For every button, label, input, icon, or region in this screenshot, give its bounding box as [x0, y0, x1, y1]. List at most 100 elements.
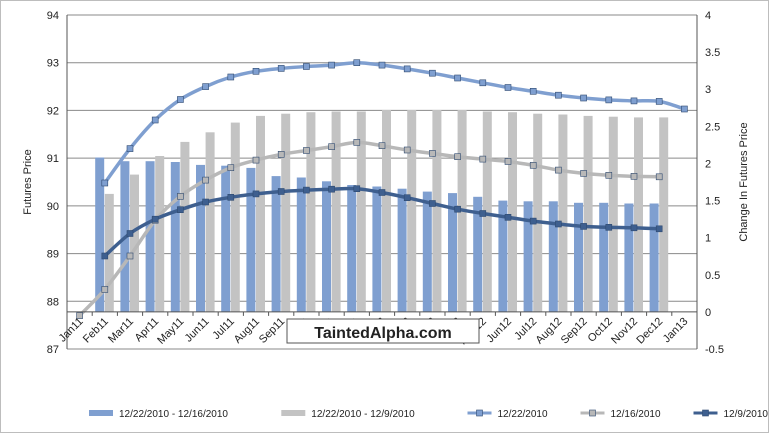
legend: 12/22/2010 - 12/16/2010 12/22/2010 - 12/9…: [89, 409, 768, 420]
bar: [356, 111, 366, 312]
bar: [523, 201, 533, 312]
series-point: [277, 151, 285, 158]
series-point: [328, 185, 335, 193]
right-tick-label: -0.5: [705, 344, 724, 356]
series-point: [529, 162, 537, 169]
bar-series-group: [95, 110, 669, 312]
series-point: [252, 190, 260, 198]
series-point: [303, 147, 310, 154]
bar: [205, 132, 215, 312]
right-tick-label: 1.5: [705, 196, 720, 208]
series-point: [101, 286, 109, 293]
bar: [558, 114, 568, 312]
series-point: [353, 59, 361, 67]
legend-label: 12/22/2010 - 12/9/2010: [311, 409, 415, 420]
series-point: [252, 156, 260, 164]
legend-marker: [702, 409, 709, 417]
bar: [306, 112, 316, 312]
series-point: [504, 84, 512, 91]
series-point: [126, 145, 134, 152]
legend-label: 12/22/2010 - 12/16/2010: [119, 409, 228, 420]
series-point: [126, 252, 134, 260]
bar: [170, 162, 180, 312]
series-point: [681, 105, 688, 113]
bar: [145, 161, 155, 312]
bar: [382, 110, 391, 312]
bar: [155, 156, 165, 312]
bar: [508, 112, 517, 312]
series-point: [328, 143, 335, 150]
series-point: [454, 205, 461, 213]
series-point: [605, 172, 613, 179]
watermark-text: TaintedAlpha.com: [314, 325, 452, 342]
series-point: [328, 61, 335, 69]
series-point: [378, 142, 386, 149]
series-point: [479, 155, 487, 163]
bar: [574, 202, 583, 312]
left-tick-label: 92: [47, 105, 59, 117]
left-tick-label: 89: [47, 249, 59, 261]
series-point: [378, 189, 386, 196]
bar: [347, 185, 357, 312]
bar: [95, 157, 105, 312]
series-point: [429, 69, 436, 77]
series-point: [76, 312, 83, 319]
right-tick-label: 3.5: [705, 47, 720, 59]
bar: [624, 203, 634, 312]
right-tick-label: 3: [705, 84, 711, 96]
series-point: [227, 194, 235, 201]
series-point: [101, 179, 109, 187]
series-point: [151, 116, 159, 124]
series-point: [454, 74, 461, 82]
series-point: [227, 73, 235, 81]
bar: [246, 167, 256, 312]
series-point: [479, 79, 487, 87]
bar: [281, 113, 291, 312]
watermark-box: [286, 318, 480, 344]
right-tick-label: 2.5: [705, 121, 720, 133]
line-series-group: [76, 59, 688, 319]
bar: [599, 202, 609, 312]
series-point: [454, 153, 461, 160]
bar: [322, 181, 331, 312]
series-point: [580, 94, 587, 102]
bar: [422, 191, 432, 312]
series-point: [429, 150, 436, 157]
series-point: [177, 96, 184, 103]
series-point: [555, 166, 562, 174]
series-point: [580, 223, 587, 230]
series-point: [655, 225, 663, 233]
bar: [482, 111, 492, 312]
legend-swatch: [281, 410, 306, 416]
left-tick-label: 93: [47, 58, 59, 70]
series-point: [605, 224, 613, 231]
series-point: [277, 65, 285, 72]
series-point: [202, 176, 209, 184]
bar: [432, 110, 442, 312]
series-point: [277, 188, 285, 195]
bar: [221, 165, 231, 312]
right-tick-label: 2: [705, 158, 711, 170]
left-tick-label: 90: [47, 201, 59, 213]
bar: [583, 115, 593, 312]
watermark: TaintedAlpha.com: [286, 318, 480, 344]
left-tick-label: 88: [47, 296, 59, 308]
series-point: [403, 65, 411, 73]
series-point: [177, 206, 184, 213]
bar: [397, 188, 407, 312]
bar: [473, 196, 483, 312]
series-point: [177, 193, 184, 200]
series-point: [378, 61, 386, 69]
series-point: [353, 139, 361, 146]
bar: [130, 174, 139, 312]
series-point: [101, 252, 109, 260]
series-point: [202, 198, 209, 206]
right-tick-label: 1: [705, 233, 711, 245]
bar: [548, 201, 558, 312]
series-point: [151, 215, 159, 223]
series-point: [529, 88, 537, 95]
legend-marker: [476, 409, 483, 417]
series-point: [353, 185, 361, 192]
